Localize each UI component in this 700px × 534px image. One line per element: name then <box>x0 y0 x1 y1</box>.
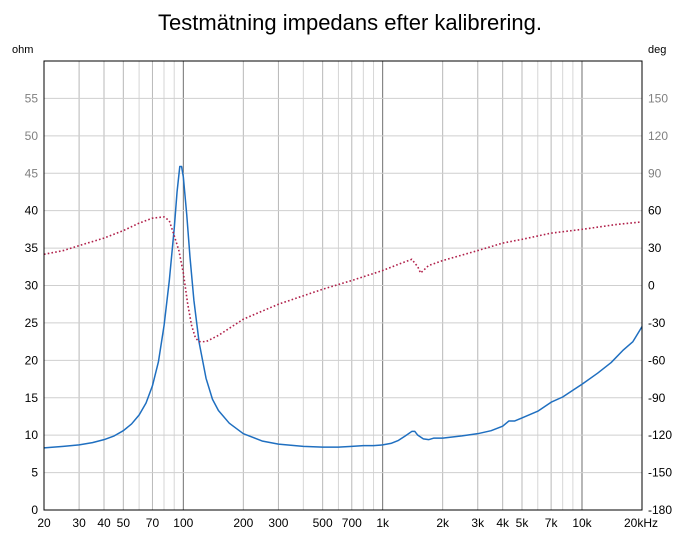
y-left-tick-label: 55 <box>25 91 39 105</box>
right-axis-unit: deg <box>648 44 666 56</box>
x-tick-label: 500 <box>313 516 333 530</box>
y-left-tick-label: 40 <box>25 204 39 218</box>
x-tick-label: 700 <box>342 516 362 530</box>
x-tick-label: 5k <box>516 516 530 530</box>
y-right-tick-label: 60 <box>648 204 662 218</box>
y-left-tick-label: 50 <box>25 129 39 143</box>
x-tick-label: 70 <box>146 516 160 530</box>
x-tick-label: 30 <box>72 516 86 530</box>
y-right-tick-label: -90 <box>648 391 666 405</box>
y-left-tick-label: 15 <box>25 391 39 405</box>
y-right-tick-label: -180 <box>648 503 672 517</box>
x-tick-label: 40 <box>97 516 111 530</box>
axis-ticks: 20 30 40 50 70 100 200 300 500 700 1k 2k 3k 4k 5k 7k 10k… <box>25 91 673 530</box>
y-right-tick-label: -150 <box>648 466 672 480</box>
y-left-tick-label: 20 <box>25 353 39 367</box>
x-tick-label: 100 <box>173 516 193 530</box>
y-left-tick-label: 10 <box>25 428 39 442</box>
y-left-tick-label: 30 <box>25 279 39 293</box>
y-right-tick-label: 120 <box>648 129 668 143</box>
y-left-tick-label: 45 <box>25 166 39 180</box>
y-right-tick-label: -120 <box>648 428 672 442</box>
x-tick-label: 2k <box>436 516 450 530</box>
x-tick-label: 200 <box>233 516 253 530</box>
series-group <box>43 165 643 449</box>
y-left-tick-label: 25 <box>25 316 39 330</box>
y-right-tick-label: 150 <box>648 91 668 105</box>
y-right-tick-label: -60 <box>648 353 666 367</box>
plot-frame <box>43 60 643 511</box>
left-axis-unit: ohm <box>12 44 33 56</box>
chart-title: Testmätning impedans efter kalibrering. <box>158 10 542 35</box>
phase-series-line <box>43 216 643 343</box>
x-tick-label: 20kHz <box>624 516 658 530</box>
x-tick-label: 1k <box>376 516 390 530</box>
x-tick-label: 300 <box>268 516 288 530</box>
y-left-tick-label: 35 <box>25 241 39 255</box>
y-right-tick-label: 90 <box>648 166 662 180</box>
grid-lines <box>43 61 643 511</box>
x-tick-label: 4k <box>496 516 510 530</box>
y-left-tick-label: 5 <box>31 466 38 480</box>
y-right-tick-label: -30 <box>648 316 666 330</box>
impedance-series-line <box>43 165 643 449</box>
x-tick-label: 3k <box>471 516 485 530</box>
x-tick-label: 7k <box>545 516 559 530</box>
x-tick-label: 20 <box>37 516 51 530</box>
y-right-tick-label: 30 <box>648 241 662 255</box>
y-right-tick-label: 0 <box>648 279 655 293</box>
y-left-tick-label: 0 <box>31 503 38 517</box>
x-tick-label: 10k <box>572 516 592 530</box>
x-tick-label: 50 <box>117 516 131 530</box>
